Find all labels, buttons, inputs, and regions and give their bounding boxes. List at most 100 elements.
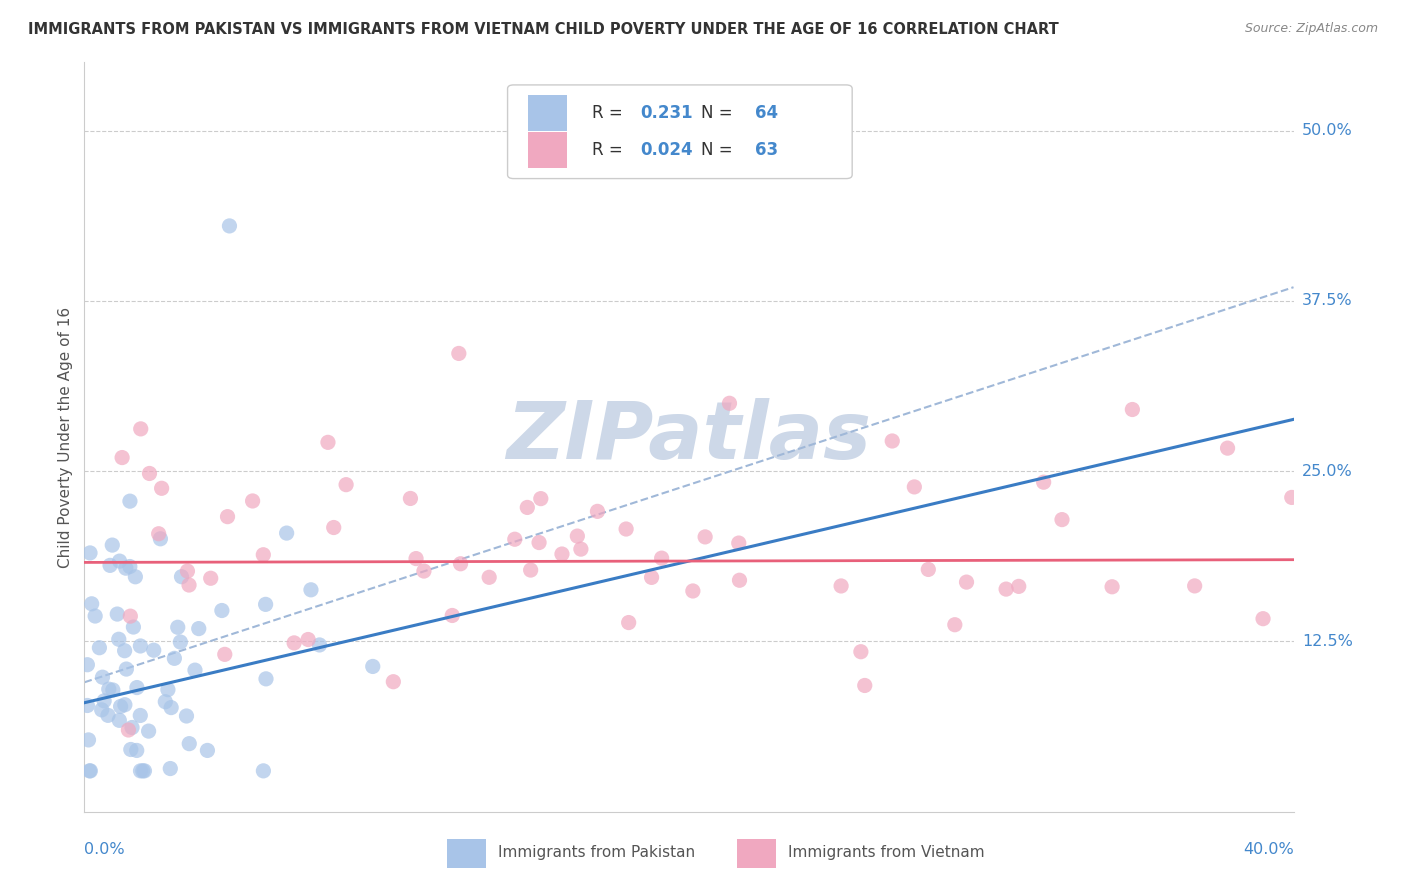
Point	[107, 632, 129, 647]
Point	[1101, 580, 1123, 594]
Point	[129, 639, 152, 653]
Point	[943, 617, 966, 632]
Point	[125, 681, 148, 695]
Point	[516, 500, 538, 515]
Point	[252, 764, 274, 778]
Text: ZIPatlas: ZIPatlas	[506, 398, 872, 476]
Point	[187, 622, 209, 636]
Point	[169, 635, 191, 649]
Point	[108, 554, 131, 568]
Point	[569, 542, 592, 557]
Point	[651, 551, 673, 566]
Point	[955, 575, 977, 590]
Point	[617, 615, 640, 630]
Point	[242, 494, 264, 508]
Point	[217, 509, 239, 524]
Point	[853, 678, 876, 692]
Point	[297, 632, 319, 647]
Point	[254, 598, 277, 612]
Text: R =: R =	[592, 141, 628, 159]
Point	[214, 648, 236, 662]
Point	[129, 422, 152, 436]
Text: R =: R =	[592, 103, 628, 121]
Point	[322, 520, 344, 534]
Point	[995, 582, 1018, 596]
Point	[478, 570, 501, 584]
Point	[830, 579, 852, 593]
Text: 0.231: 0.231	[641, 103, 693, 121]
FancyBboxPatch shape	[508, 85, 852, 178]
Point	[179, 737, 201, 751]
Point	[299, 582, 322, 597]
Point	[76, 657, 98, 672]
Point	[80, 597, 103, 611]
Point	[129, 708, 152, 723]
Point	[382, 674, 405, 689]
Point	[1032, 475, 1054, 490]
Point	[76, 698, 98, 713]
Point	[283, 636, 305, 650]
Point	[413, 564, 436, 578]
Text: 40.0%: 40.0%	[1243, 842, 1294, 857]
Point	[156, 682, 179, 697]
Text: 37.5%: 37.5%	[1302, 293, 1353, 309]
Point	[101, 538, 124, 552]
Point	[1251, 612, 1274, 626]
Point	[148, 526, 170, 541]
Point	[567, 529, 589, 543]
Point	[882, 434, 904, 448]
Text: IMMIGRANTS FROM PAKISTAN VS IMMIGRANTS FROM VIETNAM CHILD POVERTY UNDER THE AGE : IMMIGRANTS FROM PAKISTAN VS IMMIGRANTS F…	[28, 22, 1059, 37]
Point	[1184, 579, 1206, 593]
Point	[335, 477, 357, 491]
Point	[849, 645, 872, 659]
Point	[399, 491, 422, 506]
Text: N =: N =	[702, 141, 738, 159]
Point	[120, 742, 142, 756]
Point	[84, 609, 107, 624]
Point	[163, 651, 186, 665]
Point	[1008, 579, 1031, 593]
Point	[122, 620, 145, 634]
Point	[200, 571, 222, 585]
Point	[79, 764, 101, 778]
Point	[118, 494, 141, 508]
Point	[77, 732, 100, 747]
Point	[114, 561, 136, 575]
Text: 12.5%: 12.5%	[1302, 634, 1353, 648]
Point	[530, 491, 553, 506]
Point	[308, 638, 330, 652]
Point	[728, 574, 751, 588]
Point	[101, 683, 124, 698]
Point	[254, 672, 277, 686]
Point	[124, 570, 146, 584]
Text: 64: 64	[755, 103, 779, 121]
Point	[159, 762, 181, 776]
Point	[115, 662, 138, 676]
Point	[155, 695, 177, 709]
Point	[114, 698, 136, 712]
Point	[316, 435, 339, 450]
Point	[114, 644, 136, 658]
Point	[177, 578, 200, 592]
Point	[1121, 402, 1143, 417]
Point	[125, 743, 148, 757]
Text: 63: 63	[755, 141, 779, 159]
Point	[519, 563, 541, 577]
Point	[150, 481, 173, 495]
Point	[1281, 491, 1303, 505]
Point	[695, 530, 717, 544]
Point	[551, 547, 574, 561]
Point	[218, 219, 240, 233]
Point	[184, 663, 207, 677]
Point	[252, 548, 274, 562]
Point	[176, 564, 198, 578]
Point	[718, 396, 741, 410]
Point	[361, 659, 384, 673]
Point	[1050, 513, 1073, 527]
Point	[105, 607, 128, 621]
Text: Immigrants from Vietnam: Immigrants from Vietnam	[789, 846, 984, 861]
Point	[108, 714, 131, 728]
Point	[134, 764, 156, 778]
Point	[903, 480, 925, 494]
Point	[176, 709, 198, 723]
